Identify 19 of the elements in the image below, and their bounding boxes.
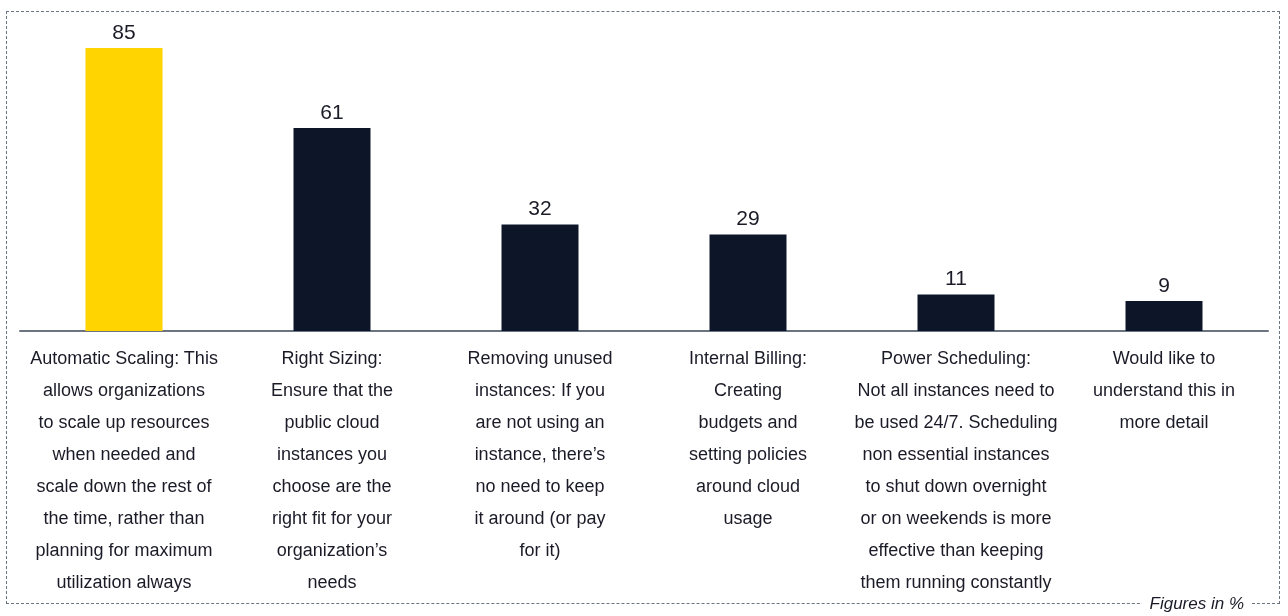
data-label: 29 — [736, 206, 760, 230]
x-tick-label: Removing unused instances: If you are not using an instance, there’s no need to keep it around (or pay for it) — [467, 348, 613, 560]
data-label: 85 — [112, 20, 136, 43]
x-tick-label: Would like to understand this in more detail — [1092, 348, 1236, 432]
bar — [917, 294, 995, 331]
text: Figures in % — [1149, 594, 1244, 613]
x-tick-label: Internal Billing: Creating budgets and setting policies around cloud usage — [688, 348, 808, 528]
bar — [293, 127, 371, 331]
data-label: 11 — [945, 266, 967, 290]
x-tick-label: Right Sizing: Ensure that the public cloud instances you choose are the right fit for your organization’s needs — [270, 348, 394, 592]
bar — [501, 224, 579, 331]
bar — [709, 234, 787, 331]
x-tick-label: Power Scheduling: Not all instances need to be used 24/7. Scheduling non essential instances to shut down overnight or on weekends is more effective than keeping them running constantly — [854, 348, 1058, 592]
data-label: 9 — [1158, 273, 1170, 297]
data-label: 32 — [528, 196, 552, 220]
bar — [85, 48, 163, 331]
x-tick-label: Automatic Scaling: This allows organizations to scale up resources when needed and scale down the rest of the time, rather than planning for maximum utilization always — [30, 348, 218, 592]
bar — [1125, 301, 1203, 331]
data-label: 61 — [320, 99, 344, 123]
